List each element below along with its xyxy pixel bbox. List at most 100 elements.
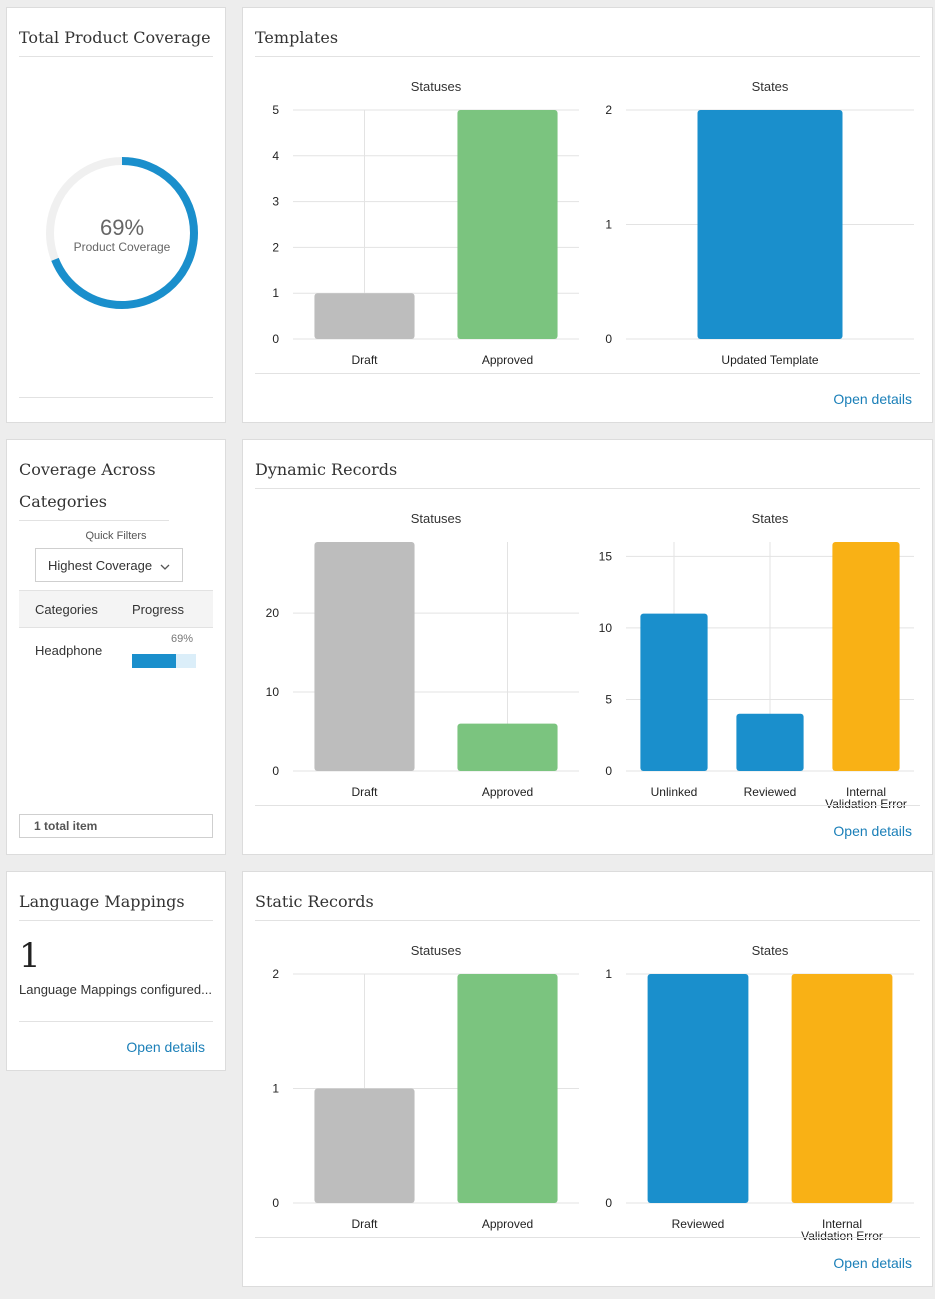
dynamic-records-title: Dynamic Records (255, 454, 920, 489)
coverage-ring-arc (46, 157, 198, 309)
dynamic-statuses-chart: Statuses 0 10 20 Draft Approved (266, 511, 579, 799)
y-tick-label: 1 (605, 218, 612, 232)
x-tick-label: Reviewed (672, 1217, 725, 1231)
categories-table-header: Categories Progress (19, 590, 213, 628)
x-tick-line: Unlinked (651, 785, 698, 799)
x-tick-label: Unlinked (651, 785, 698, 799)
bar (457, 974, 558, 1203)
y-tick-label: 1 (272, 286, 279, 300)
bar (457, 723, 558, 771)
templates-title: Templates (255, 22, 920, 57)
x-tick-line: Internal (846, 785, 886, 799)
templates-statuses-chart: Statuses 0 1 2 3 4 5 Draft Approved (272, 79, 579, 367)
x-tick-label: Draft (351, 353, 378, 367)
y-tick-label: 0 (605, 764, 612, 778)
y-tick-label: 0 (272, 764, 279, 778)
dynamic-records-card: Dynamic Records Statuses 0 10 20 Draft Approv… (242, 439, 933, 855)
divider (19, 397, 213, 398)
y-tick-label: 3 (272, 195, 279, 209)
y-tick-label: 10 (599, 621, 613, 635)
y-tick-label: 0 (605, 1196, 612, 1210)
bar (791, 974, 893, 1203)
column-header-progress[interactable]: Progress (132, 602, 185, 617)
chevron-down-icon (160, 558, 170, 573)
x-tick-label: Approved (482, 353, 533, 367)
category-progress-bar (132, 654, 196, 668)
chart-title: States (752, 511, 789, 526)
column-header-categories[interactable]: Categories (35, 602, 98, 617)
bar (314, 293, 415, 339)
x-tick-label: Draft (351, 1217, 378, 1231)
y-tick-label: 15 (599, 549, 613, 563)
bar (457, 110, 558, 339)
chart-title: Statuses (411, 79, 462, 94)
coverage-percent: 69% (99, 215, 145, 240)
category-progress-label: 69% (171, 633, 194, 645)
y-tick-label: 5 (605, 692, 612, 706)
templates-card: Templates Statuses 0 1 2 3 4 5 Draft Approved St… (242, 7, 933, 423)
x-tick-line: Validation Error (825, 797, 907, 808)
templates-open-details-link[interactable]: Open details (833, 391, 912, 407)
bar (697, 110, 843, 339)
x-tick-line: Internal (822, 1217, 862, 1231)
x-tick-line: Validation Error (801, 1229, 883, 1240)
divider (255, 373, 920, 374)
x-tick-line: Draft (351, 353, 378, 367)
quick-filters-label: Quick Filters (85, 530, 147, 542)
chart-title: Statuses (411, 511, 462, 526)
x-tick-line: Reviewed (744, 785, 797, 799)
total-coverage-card: Total Product Coverage 69% Product Cover… (6, 7, 226, 423)
y-tick-label: 2 (605, 103, 612, 117)
x-tick-label: Approved (482, 785, 533, 799)
y-tick-label: 0 (272, 332, 279, 346)
dynamic-open-details-link[interactable]: Open details (833, 823, 912, 839)
static-records-card: Static Records Statuses 0 1 2 Draft Approved … (242, 871, 933, 1287)
x-tick-label: Internal Validation Error (825, 785, 907, 808)
categories-title: Coverage Across Categories (19, 454, 169, 521)
coverage-caption: Product Coverage (73, 240, 171, 254)
divider (255, 805, 920, 806)
categories-card: Coverage Across Categories Quick Filters… (6, 439, 226, 855)
quick-filter-value: Highest Coverage (48, 557, 153, 573)
y-tick-label: 1 (272, 1082, 279, 1096)
static-statuses-chart: Statuses 0 1 2 Draft Approved (272, 943, 579, 1231)
y-tick-label: 10 (266, 685, 280, 699)
bar (647, 974, 749, 1203)
language-mappings-count: 1 (19, 936, 41, 976)
category-name: Headphone (35, 643, 103, 658)
x-tick-line: Approved (482, 785, 533, 799)
divider (255, 1237, 920, 1238)
y-tick-label: 20 (266, 606, 280, 620)
x-tick-label: Reviewed (744, 785, 797, 799)
static-open-details-link[interactable]: Open details (833, 1255, 912, 1271)
x-tick-line: Approved (482, 1217, 533, 1231)
language-open-details-link[interactable]: Open details (126, 1039, 205, 1055)
chart-title: States (752, 79, 789, 94)
coverage-ring: 69% Product Coverage (37, 148, 207, 318)
templates-states-chart: States 0 1 2 Updated Template (605, 79, 914, 367)
x-tick-line: Draft (351, 785, 378, 799)
x-tick-line: Approved (482, 353, 533, 367)
chart-title: Statuses (411, 943, 462, 958)
y-tick-label: 0 (272, 1196, 279, 1210)
language-mappings-description: Language Mappings configured... (19, 982, 212, 997)
y-tick-label: 0 (605, 332, 612, 346)
quick-filter-select[interactable]: Highest Coverage (35, 548, 183, 582)
x-tick-label: Draft (351, 785, 378, 799)
x-tick-line: Reviewed (672, 1217, 725, 1231)
x-tick-line: Draft (351, 1217, 378, 1231)
static-records-title: Static Records (255, 886, 920, 921)
y-tick-label: 2 (272, 240, 279, 254)
x-tick-line: Updated Template (721, 353, 819, 367)
y-tick-label: 4 (272, 149, 279, 163)
total-coverage-title: Total Product Coverage (19, 22, 213, 57)
total-items-count: 1 total item (19, 814, 213, 838)
bar (736, 713, 804, 771)
divider (19, 1021, 213, 1022)
y-tick-label: 5 (272, 103, 279, 117)
x-tick-label: Updated Template (721, 353, 819, 367)
x-tick-label: Approved (482, 1217, 533, 1231)
language-mappings-card: Language Mappings 1 Language Mappings co… (6, 871, 226, 1071)
y-tick-label: 1 (605, 967, 612, 981)
y-tick-label: 2 (272, 967, 279, 981)
